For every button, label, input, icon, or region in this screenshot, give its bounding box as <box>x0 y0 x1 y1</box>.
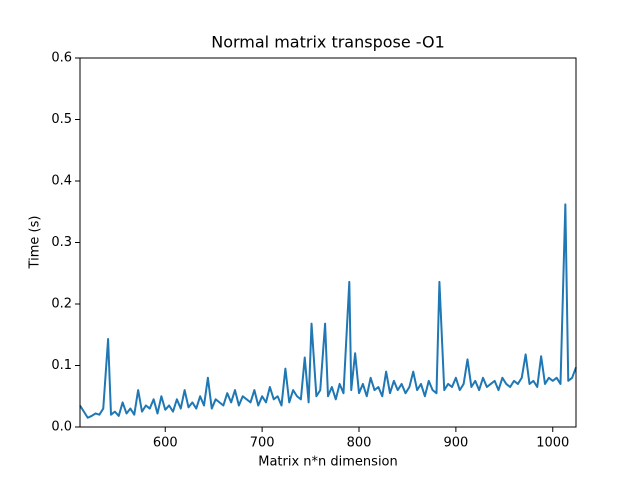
y-tick-label: 0.3 <box>51 235 72 250</box>
data-line <box>79 203 577 419</box>
x-axis-label: Matrix n*n dimension <box>258 455 398 470</box>
y-tick-label: 0.2 <box>51 297 72 312</box>
x-tick-label: 800 <box>347 436 372 451</box>
chart-title: Normal matrix transpose -O1 <box>211 33 445 52</box>
plot-frame <box>79 57 577 428</box>
y-axis-label: Time (s) <box>28 216 43 270</box>
x-tick-label: 900 <box>443 436 468 451</box>
y-tick-label: 0.0 <box>51 420 72 435</box>
y-tick-label: 0.5 <box>51 112 72 127</box>
x-tick-label: 600 <box>153 436 178 451</box>
y-tick-label: 0.4 <box>51 174 72 189</box>
x-tick-label: 1000 <box>536 436 569 451</box>
y-tick-label: 0.6 <box>51 51 72 66</box>
y-tick-label: 0.1 <box>51 358 72 373</box>
x-tick-label: 700 <box>250 436 275 451</box>
